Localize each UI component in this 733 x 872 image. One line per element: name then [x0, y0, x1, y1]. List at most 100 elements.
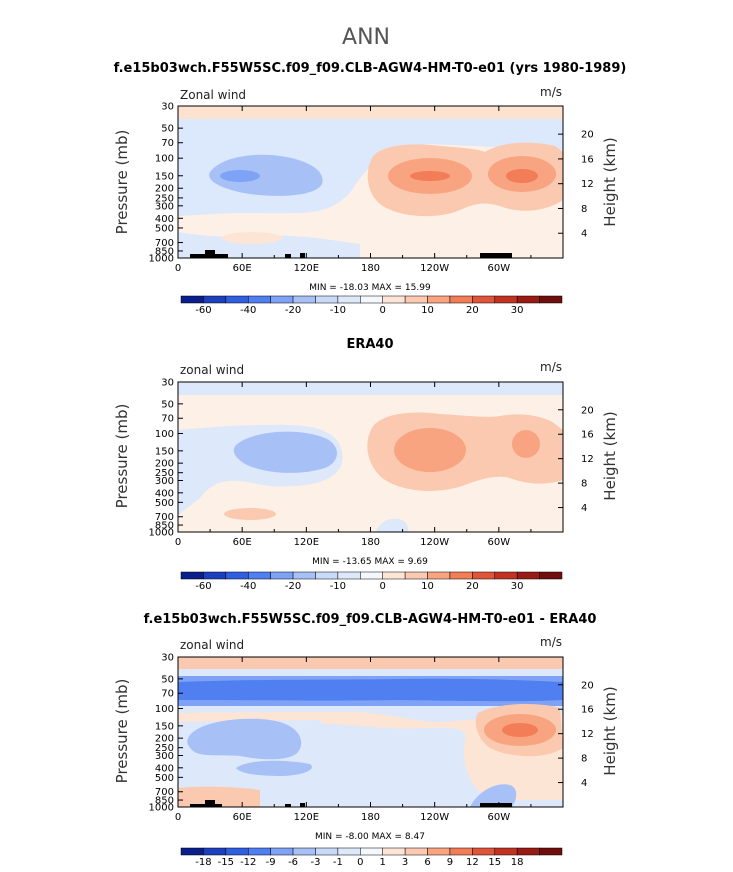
colorbar-label: -12	[240, 857, 256, 868]
pressure-tick-label: 850	[155, 246, 174, 257]
field-label: zonal wind	[180, 638, 244, 652]
pressure-tick-label: 850	[155, 521, 174, 532]
pressure-tick-label: 250	[155, 743, 174, 754]
colorbar-swatch	[404, 571, 428, 580]
topography-mask	[300, 803, 305, 807]
colorbar-swatch	[539, 295, 563, 304]
pressure-tick-label: 300	[155, 751, 174, 762]
colorbar-label: 3	[402, 857, 408, 868]
pressure-tick-label: 400	[155, 214, 174, 225]
pressure-tick-label: 30	[161, 102, 174, 113]
colorbar-swatch	[516, 571, 540, 580]
height-tick-label: 16	[581, 705, 594, 716]
height-tick-label: 12	[581, 454, 594, 465]
colorbar-label: 30	[511, 305, 524, 316]
x-tick-label: 60E	[233, 537, 252, 548]
colorbar-swatch	[539, 571, 563, 580]
contour-field	[178, 657, 563, 807]
colorbar-label: -20	[285, 305, 301, 316]
pressure-tick-label: 850	[155, 796, 174, 807]
x-ticks: 0 60E 120E 180 120W 60W	[175, 382, 532, 548]
x-ticks: 0 60E 120E 180 120W 60W	[175, 657, 532, 823]
topography-mask	[300, 253, 305, 258]
colorbar-label: 1	[380, 857, 386, 868]
contour-fill-surface-negative	[470, 784, 517, 807]
min-max-label: MIN = -8.00 MAX = 8.47	[315, 832, 425, 842]
pressure-tick-label: 250	[155, 193, 174, 204]
x-tick-label: 0	[175, 263, 181, 274]
colorbar-swatch	[203, 847, 227, 856]
colorbar-label: -10	[330, 305, 346, 316]
colorbar-swatch	[247, 571, 271, 580]
figure-title: ANN	[342, 25, 390, 50]
pressure-tick-label: 1000	[149, 528, 174, 539]
colorbar-swatch	[203, 571, 227, 580]
height-tick-label: 20	[581, 405, 594, 416]
colorbar-swatch	[382, 295, 406, 304]
colorbar-swatch	[180, 847, 204, 856]
colorbar-label: -40	[240, 581, 256, 592]
colorbar-swatch	[270, 571, 294, 580]
contour-field	[178, 382, 563, 532]
contour-fill-easterly-moderate	[209, 154, 323, 196]
colorbar-label: 0	[357, 857, 363, 868]
colorbar-swatch	[472, 571, 496, 580]
topography-mask	[190, 250, 228, 258]
panel-difference: f.e15b03wch.F55W5SC.f09_f09.CLB-AGW4-HM-…	[113, 612, 619, 868]
colorbar-swatch	[270, 295, 294, 304]
height-ticks: 20 16 12 8 4	[558, 130, 594, 240]
colorbar-swatch	[337, 847, 361, 856]
colorbar-label: 10	[421, 581, 434, 592]
x-tick-label: 120E	[294, 537, 319, 548]
field-label: Zonal wind	[180, 88, 246, 102]
colorbar-label: -20	[285, 581, 301, 592]
x-tick-label: 60E	[233, 263, 252, 274]
panel-model: f.e15b03wch.F55W5SC.f09_f09.CLB-AGW4-HM-…	[113, 61, 626, 316]
topography-mask	[190, 800, 222, 807]
x-tick-label: 0	[175, 812, 181, 823]
pressure-tick-label: 700	[155, 787, 174, 798]
colorbar-swatch	[404, 847, 428, 856]
pressure-tick-label: 30	[161, 378, 174, 389]
colorbar-label: 0	[380, 305, 386, 316]
pressure-tick-label: 500	[155, 773, 174, 784]
colorbar-label: 9	[447, 857, 453, 868]
colorbar-swatch	[360, 847, 383, 856]
contour-fill-negative-moderate	[187, 718, 302, 760]
colorbar: -18 -15 -12 -9 -6 -3 -1 0 1 3 6 9 12 15 18	[180, 847, 563, 868]
pressure-tick-label: 70	[161, 689, 174, 700]
colorbar-label: 18	[511, 857, 524, 868]
colorbar-label: 20	[466, 305, 479, 316]
colorbar-swatch	[180, 295, 204, 304]
pressure-tick-label: 50	[161, 674, 174, 685]
contour-fill-band	[178, 669, 563, 677]
colorbar: -60 -40 -20 -10 0 10 20 30	[180, 295, 563, 316]
colorbar-label: 6	[424, 857, 430, 868]
pressure-tick-label: 700	[155, 238, 174, 249]
colorbar-label: 0	[380, 581, 386, 592]
pressure-tick-label: 50	[161, 124, 174, 135]
pressure-tick-label: 100	[155, 154, 174, 165]
x-tick-label: 120E	[294, 263, 319, 274]
pressure-tick-label: 100	[155, 704, 174, 715]
x-tick-label: 60W	[488, 812, 511, 823]
pressure-tick-label: 70	[161, 414, 174, 425]
y-axis-label-left: Pressure (mb)	[113, 679, 131, 784]
panel-title: f.e15b03wch.F55W5SC.f09_f09.CLB-AGW4-HM-…	[114, 61, 627, 76]
colorbar-swatch	[516, 295, 540, 304]
colorbar-label: -1	[333, 857, 343, 868]
colorbar-swatch	[449, 847, 473, 856]
colorbar-swatch	[180, 571, 204, 580]
colorbar-swatch	[225, 847, 249, 856]
pressure-tick-label: 30	[161, 653, 174, 664]
pressure-tick-label: 500	[155, 223, 174, 234]
colorbar-label: -10	[330, 581, 346, 592]
x-tick-label: 180	[361, 537, 380, 548]
colorbar-swatch	[472, 295, 496, 304]
min-max-label: MIN = -13.65 MAX = 9.69	[312, 557, 428, 567]
height-tick-label: 12	[581, 179, 594, 190]
contour-fill-negative-moderate	[236, 760, 312, 776]
min-max-label: MIN = -18.03 MAX = 15.99	[309, 283, 431, 293]
